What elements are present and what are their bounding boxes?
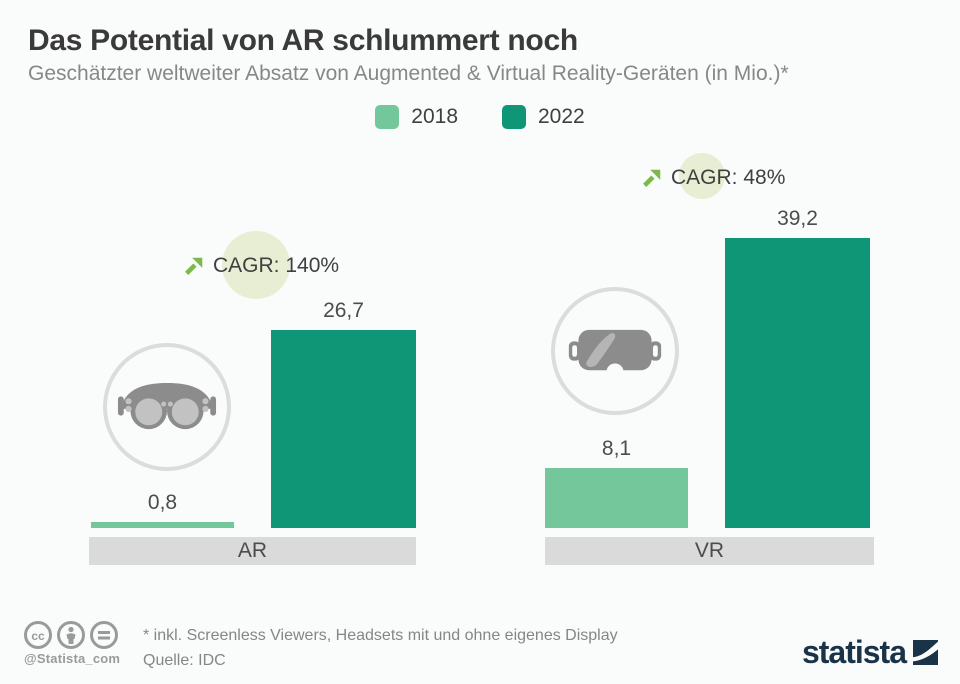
- statista-handle[interactable]: @Statista_com: [24, 651, 121, 666]
- source: Quelle: IDC: [143, 652, 226, 669]
- bar-ar-2018: 0,8: [91, 491, 234, 528]
- category-label-ar: AR: [89, 537, 416, 565]
- statista-wordmark: statista: [801, 634, 907, 670]
- bar-value-ar-2022: 26,7: [323, 299, 364, 322]
- bar-rect-ar-2022: [271, 330, 416, 528]
- cagr-bubble-ar: [222, 231, 290, 299]
- page-subtitle: Geschätzter weltweiter Absatz von Augmen…: [28, 62, 789, 85]
- ar-glasses-icon: [117, 382, 217, 430]
- cagr-annotation-ar: CAGR: 140%: [183, 252, 339, 280]
- vr-headset-icon: [568, 329, 662, 381]
- bar-value-ar-2018: 0,8: [147, 491, 178, 514]
- footnote: * inkl. Screenless Viewers, Headsets mit…: [143, 627, 618, 644]
- legend-item-2018: 2018: [375, 105, 458, 129]
- growth-arrow-icon: [643, 169, 661, 187]
- cc-nd-icon: [90, 621, 118, 649]
- bar-value-vr-2022: 39,2: [777, 207, 818, 230]
- vr-icon-medallion: [551, 287, 679, 415]
- cagr-label-ar: CAGR: 140%: [213, 254, 340, 277]
- legend-swatch-2018: [375, 105, 400, 129]
- cc-icon: cc: [24, 621, 52, 649]
- bar-rect-vr-2018: [545, 468, 688, 528]
- bar-vr-2022: 39,2: [725, 207, 870, 528]
- bar-rect-ar-2018: [91, 522, 234, 528]
- statista-logo-icon: [913, 640, 938, 665]
- bar-rect-vr-2022: [725, 238, 870, 528]
- statista-logo[interactable]: statista: [802, 634, 938, 671]
- bar-value-vr-2018: 8,1: [601, 437, 632, 460]
- cagr-bubble-vr: [679, 153, 725, 199]
- legend-label-2022: 2022: [538, 105, 585, 128]
- cagr-annotation-vr: CAGR: 48%: [641, 164, 785, 192]
- legend-swatch-2022: [502, 105, 526, 129]
- bar-ar-2022: 26,7: [271, 299, 416, 528]
- svg-text:cc: cc: [31, 629, 45, 643]
- cagr-label-vr: CAGR: 48%: [671, 166, 786, 189]
- ar-icon-medallion: [103, 343, 231, 471]
- page-title: Das Potential von AR schlummert noch: [28, 24, 578, 57]
- cc-by-icon: [57, 621, 85, 649]
- bar-vr-2018: 8,1: [545, 437, 688, 528]
- legend: 2018 2022: [0, 105, 960, 129]
- legend-label-2018: 2018: [411, 105, 458, 128]
- growth-arrow-icon: [185, 257, 203, 275]
- license-badges[interactable]: cc: [23, 620, 119, 650]
- legend-item-2022: 2022: [502, 105, 585, 129]
- category-label-vr: VR: [545, 537, 874, 565]
